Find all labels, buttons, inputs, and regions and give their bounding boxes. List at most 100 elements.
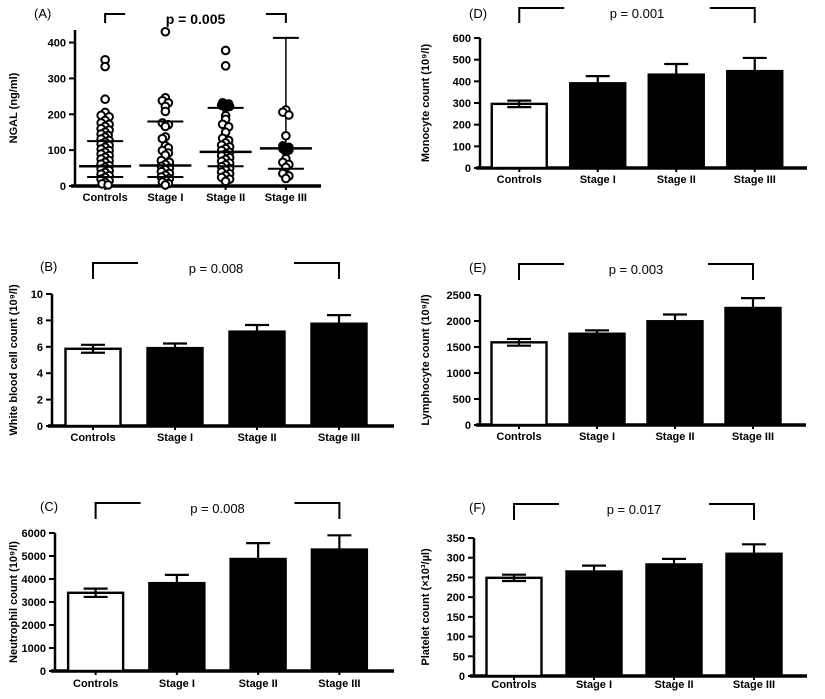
p-value-label: p = 0.008 — [189, 261, 244, 276]
y-tick-label: 0 — [465, 420, 471, 432]
comparison-bracket — [709, 503, 755, 520]
category-label: Stage III — [265, 192, 307, 204]
bar-controls — [490, 341, 548, 427]
bar-stage-iii — [724, 306, 782, 427]
scatter-point — [220, 176, 231, 187]
category-label: Controls — [70, 432, 115, 444]
category-label: Stage I — [579, 431, 615, 443]
bar-stage-iii — [725, 552, 783, 678]
y-tick-label: 0 — [465, 163, 471, 175]
category-label: Stage I — [147, 192, 183, 204]
panel-label: (C) — [40, 499, 58, 514]
bar-stage-iii — [310, 548, 369, 673]
category-label: Stage III — [318, 432, 360, 444]
category-label: Stage II — [655, 431, 694, 443]
category-label: Stage III — [734, 174, 776, 186]
bar-stage-i — [148, 581, 206, 673]
y-tick-label: 6 — [37, 342, 43, 354]
panel-D-chart: (D) p = 0.001 0 100 200 300 400 500 600 Monocyte … — [412, 0, 824, 233]
comparison-bracket — [104, 13, 126, 23]
bar-stage-ii — [646, 320, 704, 427]
y-tick-label: 5000 — [22, 551, 46, 563]
bar-stage-iii — [310, 322, 368, 428]
bar-stage-i — [568, 332, 626, 427]
panel-B-chart: (B) p = 0.008 0 2 4 6 8 10 White blood cell coun… — [0, 233, 412, 466]
scatter-point — [100, 94, 110, 105]
comparison-bracket — [708, 263, 754, 280]
scatter-point — [284, 110, 294, 120]
y-tick-label: 200 — [48, 109, 66, 121]
y-tick-label: 1000 — [447, 368, 471, 380]
bar-stage-iii — [726, 69, 784, 170]
y-tick-label: 100 — [48, 145, 66, 157]
scatter-point — [281, 130, 291, 141]
comparison-bracket — [265, 13, 287, 23]
panel-label: (D) — [469, 6, 487, 21]
bar-stage-i — [569, 82, 627, 170]
y-tick-label: 4000 — [22, 574, 46, 586]
comparison-bracket — [294, 262, 340, 279]
panel-E-chart: (E) p = 0.003 0 500 1000 1500 2000 2500 Lymphocy… — [412, 233, 824, 466]
y-tick-label: 0 — [459, 671, 465, 683]
category-label: Stage III — [732, 431, 774, 443]
scatter-point — [160, 121, 171, 132]
y-axis-title: NGAL (ng/ml) — [8, 72, 20, 143]
panel-label: (B) — [40, 259, 57, 274]
category-label: Stage III — [318, 678, 360, 690]
comparison-bracket — [94, 502, 141, 519]
category-label: Stage II — [654, 679, 693, 691]
y-tick-label: 100 — [453, 141, 471, 153]
y-tick-label: 0 — [37, 421, 43, 433]
y-tick-label: 100 — [447, 632, 465, 644]
category-label: Controls — [497, 174, 542, 186]
category-label: Controls — [496, 431, 541, 443]
scatter-point — [220, 45, 231, 56]
category-label: Stage I — [157, 432, 193, 444]
category-label: Stage I — [159, 678, 195, 690]
y-tick-label: 2 — [37, 395, 43, 407]
scatter-point — [220, 61, 231, 71]
y-tick-label: 2000 — [22, 620, 46, 632]
scatter-point — [160, 26, 171, 37]
y-tick-label: 350 — [447, 533, 465, 545]
category-label: Stage II — [657, 174, 696, 186]
y-tick-label: 300 — [453, 98, 471, 110]
category-label: Stage II — [239, 678, 278, 690]
comparison-bracket — [518, 263, 564, 280]
p-value-label: p = 0.017 — [607, 502, 662, 517]
p-value-label: p = 0.003 — [609, 262, 664, 277]
comparison-bracket — [709, 7, 756, 23]
y-tick-label: 3000 — [22, 597, 46, 609]
y-tick-label: 300 — [447, 553, 465, 565]
y-tick-label: 10 — [31, 289, 43, 301]
scatter-point — [103, 180, 113, 190]
y-axis-title: Monocyte count (10⁹/l) — [420, 44, 432, 163]
bar-controls — [490, 102, 548, 170]
comparison-bracket — [518, 7, 565, 23]
y-axis-title: Platelet count (×10³/µl) — [420, 548, 432, 666]
bar-stage-ii — [647, 73, 705, 170]
scatter-point — [160, 106, 171, 117]
y-tick-label: 2000 — [447, 316, 471, 328]
y-axis-title: Neutrophil count (10⁹/l) — [8, 541, 20, 663]
y-tick-label: 200 — [447, 592, 465, 604]
y-tick-label: 1000 — [22, 643, 46, 655]
panel-F-chart: (F) p = 0.017 0 50 100 150 200 250 300 350 Platele… — [412, 466, 824, 699]
panel-C-chart: (C) p = 0.008 0 1000 2000 3000 4000 5000 6000Neu… — [0, 466, 412, 699]
bar-stage-ii — [229, 557, 287, 673]
category-label: Controls — [73, 678, 118, 690]
p-value-label: p = 0.005 — [166, 11, 226, 27]
y-tick-label: 250 — [447, 572, 465, 584]
y-tick-label: 1500 — [447, 342, 471, 354]
category-label: Stage II — [206, 192, 245, 204]
p-value-label: p = 0.001 — [610, 6, 665, 21]
bar-stage-ii — [645, 563, 703, 678]
y-tick-label: 0 — [40, 666, 46, 678]
comparison-bracket — [513, 503, 559, 520]
bar-controls — [64, 347, 122, 428]
y-axis-title: White blood cell count (10⁹/l) — [8, 284, 20, 436]
y-tick-label: 150 — [447, 612, 465, 624]
y-tick-label: 4 — [37, 368, 44, 380]
panel-A-chart: (A) p = 0.005 0 100 200 300 400 NGAL (ng/ml) Con… — [0, 0, 412, 233]
